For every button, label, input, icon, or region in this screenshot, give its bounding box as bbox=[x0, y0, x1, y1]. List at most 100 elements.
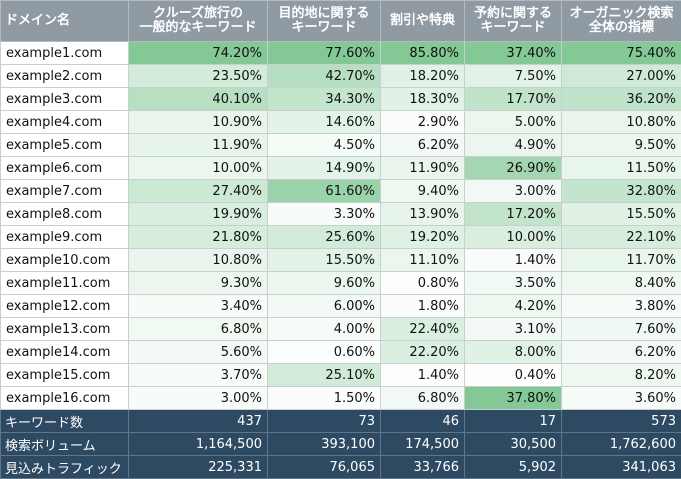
value-cell: 21.80% bbox=[128, 225, 268, 249]
table-row: example1.com 74.20% 77.60% 85.80% 37.40% 75.4… bbox=[0, 41, 681, 65]
domain-cell: example12.com bbox=[0, 294, 129, 318]
value-cell: 3.50% bbox=[464, 271, 562, 295]
domain-cell: example16.com bbox=[0, 386, 129, 410]
table-header: ドメイン名 クルーズ旅行の 一般的なキーワード 目的地に関する キーワード 割引や特典 予約… bbox=[0, 0, 681, 42]
table-body: example1.com 74.20% 77.60% 85.80% 37.40% 75.4… bbox=[0, 41, 681, 410]
value-cell: 19.90% bbox=[128, 202, 268, 226]
column-header-line2: キーワード bbox=[291, 20, 357, 35]
value-cell: 75.40% bbox=[561, 41, 681, 65]
value-cell: 15.50% bbox=[561, 202, 681, 226]
header-row: ドメイン名 クルーズ旅行の 一般的なキーワード 目的地に関する キーワード 割引や特典 予約… bbox=[0, 0, 681, 42]
value-cell: 27.00% bbox=[561, 64, 681, 88]
value-cell: 14.60% bbox=[267, 110, 381, 134]
footer-value: 437 bbox=[128, 409, 268, 433]
footer-value: 73 bbox=[267, 409, 381, 433]
value-cell: 1.40% bbox=[464, 248, 562, 272]
column-header-4: 予約に関する キーワード bbox=[464, 0, 562, 42]
footer-row: 見込みトラフィック 225,331 76,065 33,766 5,902 341,063 bbox=[0, 455, 681, 479]
footer-value: 1,762,600 bbox=[561, 432, 681, 456]
value-cell: 6.20% bbox=[380, 133, 465, 157]
value-cell: 34.30% bbox=[267, 87, 381, 111]
domain-cell: example15.com bbox=[0, 363, 129, 387]
value-cell: 2.90% bbox=[380, 110, 465, 134]
value-cell: 3.40% bbox=[128, 294, 268, 318]
value-cell: 3.70% bbox=[128, 363, 268, 387]
domain-cell: example14.com bbox=[0, 340, 129, 364]
value-cell: 26.90% bbox=[464, 156, 562, 180]
footer-value: 225,331 bbox=[128, 455, 268, 479]
table-row: example3.com 40.10% 34.30% 18.30% 17.70% 36.2… bbox=[0, 87, 681, 111]
column-header-line1: オーガニック検索 bbox=[569, 6, 674, 21]
table-row: example7.com 27.40% 61.60% 9.40% 3.00% 32.80% bbox=[0, 179, 681, 203]
value-cell: 36.20% bbox=[561, 87, 681, 111]
footer-label: キーワード数 bbox=[0, 409, 129, 433]
column-header-line1: 割引や特典 bbox=[389, 13, 455, 28]
table-row: example4.com 10.90% 14.60% 2.90% 5.00% 10.80% bbox=[0, 110, 681, 134]
value-cell: 10.00% bbox=[464, 225, 562, 249]
table-row: example14.com 5.60% 0.60% 22.20% 8.00% 6.20% bbox=[0, 340, 681, 364]
value-cell: 22.20% bbox=[380, 340, 465, 364]
footer-value: 76,065 bbox=[267, 455, 381, 479]
value-cell: 8.00% bbox=[464, 340, 562, 364]
footer-label: 検索ボリューム bbox=[0, 432, 129, 456]
table-row: example10.com 10.80% 15.50% 11.10% 1.40% 11.7… bbox=[0, 248, 681, 272]
value-cell: 0.60% bbox=[267, 340, 381, 364]
value-cell: 7.50% bbox=[464, 64, 562, 88]
value-cell: 5.00% bbox=[464, 110, 562, 134]
value-cell: 3.80% bbox=[561, 294, 681, 318]
table-footer: キーワード数 437 73 46 17 573 検索ボリューム 1,164,500 393,10… bbox=[0, 409, 681, 479]
value-cell: 3.00% bbox=[464, 179, 562, 203]
footer-label: 見込みトラフィック bbox=[0, 455, 129, 479]
value-cell: 10.00% bbox=[128, 156, 268, 180]
value-cell: 3.30% bbox=[267, 202, 381, 226]
value-cell: 3.10% bbox=[464, 317, 562, 341]
footer-value: 5,902 bbox=[464, 455, 562, 479]
column-header-line1: クルーズ旅行の bbox=[153, 6, 243, 21]
value-cell: 1.80% bbox=[380, 294, 465, 318]
value-cell: 3.60% bbox=[561, 386, 681, 410]
footer-value: 33,766 bbox=[380, 455, 465, 479]
value-cell: 9.50% bbox=[561, 133, 681, 157]
value-cell: 4.90% bbox=[464, 133, 562, 157]
value-cell: 11.90% bbox=[128, 133, 268, 157]
value-cell: 17.20% bbox=[464, 202, 562, 226]
domain-cell: example5.com bbox=[0, 133, 129, 157]
value-cell: 85.80% bbox=[380, 41, 465, 65]
domain-cell: example8.com bbox=[0, 202, 129, 226]
column-header-1: クルーズ旅行の 一般的なキーワード bbox=[128, 0, 268, 42]
value-cell: 19.20% bbox=[380, 225, 465, 249]
value-cell: 8.40% bbox=[561, 271, 681, 295]
table-row: example16.com 3.00% 1.50% 6.80% 37.80% 3.60% bbox=[0, 386, 681, 410]
domain-cell: example13.com bbox=[0, 317, 129, 341]
domain-cell: example10.com bbox=[0, 248, 129, 272]
domain-cell: example11.com bbox=[0, 271, 129, 295]
value-cell: 25.60% bbox=[267, 225, 381, 249]
value-cell: 4.20% bbox=[464, 294, 562, 318]
column-header-line1: 目的地に関する bbox=[278, 6, 370, 21]
domain-cell: example9.com bbox=[0, 225, 129, 249]
value-cell: 6.20% bbox=[561, 340, 681, 364]
column-header-5: オーガニック検索 全体の指標 bbox=[561, 0, 681, 42]
domain-cell: example4.com bbox=[0, 110, 129, 134]
value-cell: 11.70% bbox=[561, 248, 681, 272]
value-cell: 0.80% bbox=[380, 271, 465, 295]
table-row: example9.com 21.80% 25.60% 19.20% 10.00% 22.1… bbox=[0, 225, 681, 249]
footer-row: 検索ボリューム 1,164,500 393,100 174,500 30,500 1,76… bbox=[0, 432, 681, 456]
value-cell: 6.80% bbox=[380, 386, 465, 410]
value-cell: 10.90% bbox=[128, 110, 268, 134]
domain-cell: example7.com bbox=[0, 179, 129, 203]
value-cell: 1.40% bbox=[380, 363, 465, 387]
footer-value: 46 bbox=[380, 409, 465, 433]
value-cell: 5.60% bbox=[128, 340, 268, 364]
footer-value: 174,500 bbox=[380, 432, 465, 456]
column-header-line2: キーワード bbox=[480, 20, 546, 35]
value-cell: 6.80% bbox=[128, 317, 268, 341]
value-cell: 77.60% bbox=[267, 41, 381, 65]
footer-value: 17 bbox=[464, 409, 562, 433]
column-header-0: ドメイン名 bbox=[0, 0, 129, 42]
domain-cell: example3.com bbox=[0, 87, 129, 111]
table-row: example8.com 19.90% 3.30% 13.90% 17.20% 15.50… bbox=[0, 202, 681, 226]
table-row: example6.com 10.00% 14.90% 11.90% 26.90% 11.5… bbox=[0, 156, 681, 180]
value-cell: 74.20% bbox=[128, 41, 268, 65]
table-row: example13.com 6.80% 4.00% 22.40% 3.10% 7.60% bbox=[0, 317, 681, 341]
